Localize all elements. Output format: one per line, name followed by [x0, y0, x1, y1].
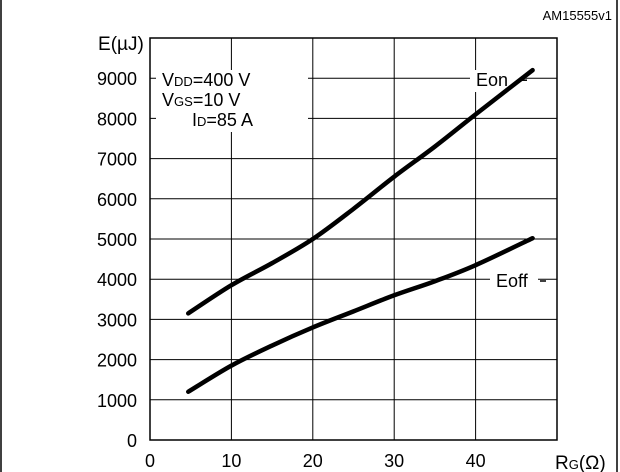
- x-tick-label: 20: [303, 451, 323, 471]
- y-tick-label: 0: [127, 431, 137, 451]
- x-axis-label: RG(Ω): [555, 453, 606, 472]
- condition-id: ID=85 A: [192, 110, 253, 130]
- series-line-eon: [186, 67, 535, 316]
- x-tick-label: 0: [145, 451, 155, 471]
- condition-vdd: VDD=400 V: [162, 70, 250, 90]
- y-tick-label: 3000: [97, 310, 137, 330]
- series-label-eon: Eon: [476, 70, 508, 90]
- y-tick-label: 1000: [97, 391, 137, 411]
- eoff-label-background: [490, 271, 538, 293]
- y-tick-label: 8000: [97, 109, 137, 129]
- y-tick-label: 2000: [97, 351, 137, 371]
- x-tick-label: 30: [384, 451, 404, 471]
- y-tick-labels: 0 1000 2000 3000 4000 5000 6000 7000 8000 9000: [97, 69, 137, 451]
- plot-area-border: [149, 37, 558, 441]
- y-tick-label: 9000: [97, 69, 137, 89]
- y-axis-label: E(µJ): [98, 34, 144, 55]
- y-tick-label: 7000: [97, 150, 137, 170]
- series-line-eoff: [186, 235, 535, 395]
- figure-id-label: AM15555v1: [543, 8, 612, 23]
- test-conditions-box: VDD=400 V VGS=10 V ID=85 A: [162, 70, 253, 130]
- x-tick-labels: 0 10 20 30 40: [145, 451, 486, 471]
- y-tick-label: 5000: [97, 230, 137, 250]
- conditions-background: [156, 70, 308, 132]
- y-tick-label: 4000: [97, 270, 137, 290]
- series-label-eoff: Eoff: [496, 271, 529, 291]
- series-lines: [186, 67, 535, 395]
- x-tick-label: 10: [221, 451, 241, 471]
- x-tick-label: 40: [466, 451, 486, 471]
- condition-vgs: VGS=10 V: [162, 90, 240, 110]
- y-tick-label: 6000: [97, 190, 137, 210]
